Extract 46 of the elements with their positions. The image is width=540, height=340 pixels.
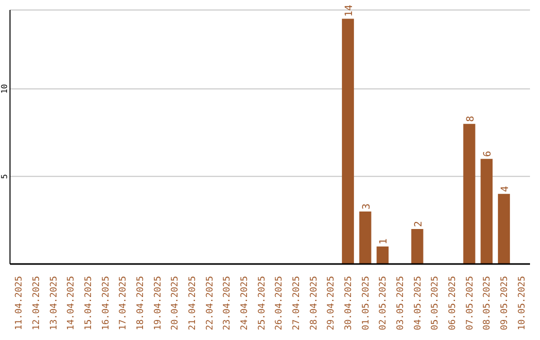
x-tick-label: 10.05.2025 <box>517 276 528 330</box>
x-tick-label: 01.05.2025 <box>361 276 372 330</box>
x-tick-label: 13.04.2025 <box>49 276 60 330</box>
x-tick-label: 25.04.2025 <box>257 276 268 330</box>
x-tick-label: 17.04.2025 <box>118 276 129 330</box>
x-tick-label: 08.05.2025 <box>482 276 493 330</box>
x-tick-label: 23.04.2025 <box>222 276 233 330</box>
bar <box>359 211 372 264</box>
x-tick-label: 24.04.2025 <box>240 276 250 330</box>
x-tick-label: 02.05.2025 <box>378 276 389 330</box>
x-tick-label: 26.04.2025 <box>274 276 285 330</box>
x-tick-label: 30.04.2025 <box>344 276 354 330</box>
x-tick-label: 29.04.2025 <box>326 276 337 330</box>
data-label: 4 <box>500 186 511 192</box>
data-label: 6 <box>482 150 494 157</box>
bar <box>480 158 493 264</box>
data-label: 2 <box>413 220 424 227</box>
x-tick-label: 15.04.2025 <box>84 276 94 330</box>
data-label: 8 <box>465 116 476 122</box>
y-tick-label: 10 <box>0 84 9 94</box>
data-label: 1 <box>378 238 390 244</box>
x-tick-label: 03.05.2025 <box>396 276 406 330</box>
x-tick-label: 05.05.2025 <box>430 276 441 330</box>
x-tick-label: 14.04.2025 <box>66 276 77 330</box>
y-tick-label: 5 <box>0 174 9 179</box>
bar <box>376 246 389 264</box>
x-tick-label: 16.04.2025 <box>101 276 112 330</box>
x-tick-label: 18.04.2025 <box>136 276 146 330</box>
bar <box>498 194 510 264</box>
bar <box>463 124 476 264</box>
bar <box>411 228 424 264</box>
x-tick-label: 28.04.2025 <box>309 276 320 330</box>
x-tick-label: 09.05.2025 <box>500 276 510 330</box>
x-tick-label: 11.04.2025 <box>14 276 25 330</box>
x-tick-label: 22.04.2025 <box>205 276 216 330</box>
x-tick-label: 06.05.2025 <box>448 276 458 330</box>
x-tick-label: 12.04.2025 <box>32 276 42 330</box>
x-tick-label: 20.04.2025 <box>170 276 181 330</box>
data-label: 3 <box>361 203 372 210</box>
data-label: 14 <box>344 4 355 17</box>
bar <box>342 18 354 264</box>
x-tick-label: 07.05.2025 <box>465 276 476 330</box>
x-tick-label: 21.04.2025 <box>188 276 198 330</box>
x-tick-label: 27.04.2025 <box>292 276 302 330</box>
x-tick-label: 19.04.2025 <box>153 276 164 330</box>
x-tick-label: 04.05.2025 <box>413 276 424 330</box>
